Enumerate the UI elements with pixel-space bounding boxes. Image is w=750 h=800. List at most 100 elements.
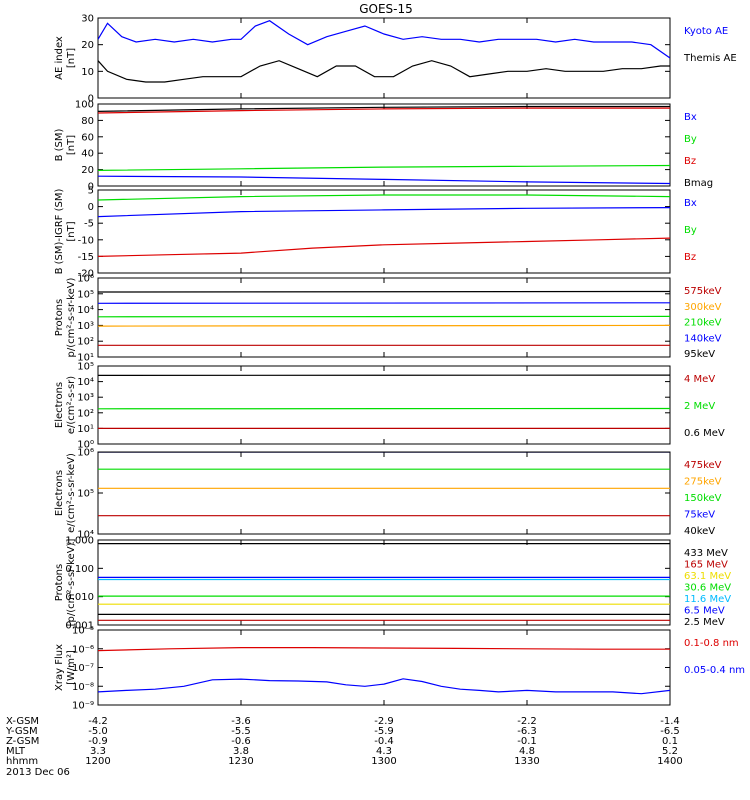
y-tick-label: 0.100 [65,564,94,575]
series-group [98,374,670,429]
legend-label: Bx [684,112,697,123]
legend-label: 11.6 MeV [684,594,731,605]
ephemeris-row-label: MLT [6,746,26,757]
ephemeris-value: 1330 [514,756,539,767]
y-tick-label: 10⁻⁵ [72,626,94,637]
date-label: 2013 Dec 06 [6,767,70,778]
ephemeris-value: 4.3 [376,746,392,757]
y-tick-label: 20 [81,40,94,51]
y-tick-label: 0.010 [65,592,94,603]
panel-1: 0 10 20 30 AE index [nT] Kyoto AE Themis AE [54,14,737,105]
ephemeris-value: -5.5 [231,726,251,737]
panel-7: 0.001 0.010 0.100 1.000 Protons [p/(cm²-s-sr-… [54,536,731,632]
y-axis-unit: e/(cm²-s-sr) [66,376,77,434]
series-line-Bx [98,175,670,185]
legend-label: 300keV [684,302,722,313]
series-group [98,194,670,257]
ephemeris-row-label: Z-GSM [6,736,39,747]
series-line-Kyoto-AE [98,20,670,59]
panel-8: 10⁻⁹ 10⁻⁸ 10⁻⁷ 10⁻⁶ 10⁻⁵ Xray Flux [W/m²] 0.1-0… [54,626,745,712]
y-tick-label: 0 [88,202,94,213]
y-tick-label: 10⁶ [77,448,94,459]
legend-label: 6.5 MeV [684,606,725,617]
ephemeris-value: 0.1 [662,736,678,747]
ephemeris-value: -5.0 [88,726,108,737]
y-tick-label: 10⁻⁹ [72,701,94,712]
ephemeris-value: -0.6 [231,736,251,747]
ephemeris-value: -6.3 [517,726,537,737]
y-tick-label: 10⁴ [77,530,94,541]
y-tick-label: 10⁶ [77,274,94,285]
y-tick-label: -5 [84,219,94,230]
legend-label: 95keV [684,349,715,360]
y-tick-label: 60 [81,132,94,143]
ephemeris-value: 1400 [657,756,682,767]
y-tick-label: 10¹ [77,424,94,435]
y-axis-unit: [nT] [66,221,77,241]
y-axis-label: Protons [54,564,65,601]
ephemeris-value: 4.8 [519,746,535,757]
y-axis-unit: [W/m²] [66,650,77,685]
series-group [98,290,670,346]
series-line-0-05-0-4-nm [98,678,670,695]
legend-label: 575keV [684,286,722,297]
legend-label: 0.6 MeV [684,428,725,439]
y-tick-label: 10² [77,337,94,348]
series-line-0-1-0-8-nm [98,646,670,652]
legend-label: 165 MeV [684,560,728,571]
legend-label: Bmag [684,178,713,189]
y-tick-label: 30 [81,14,94,25]
y-axis-unit: e/(cm²-s-sr-keV) [66,453,77,533]
series-line-Themis-AE [98,60,670,83]
y-axis-label: Xray Flux [54,644,65,691]
y-tick-label: 10⁵ [77,362,94,373]
panel-frame [97,629,671,706]
y-axis-label: Electrons [54,470,65,516]
y-tick-label: 10³ [77,393,94,404]
y-axis-label: Protons [54,299,65,336]
y-axis-unit: [p/(cm²-s-sr-keV)] [66,539,77,627]
series-line-Bz [98,107,670,114]
series-group [98,452,670,517]
y-tick-label: 100 [75,100,94,111]
y-tick-label: 1.000 [65,536,94,547]
legend-label: 75keV [684,510,715,521]
y-tick-label: -20 [78,269,94,280]
y-tick-label: 10³ [77,321,94,332]
y-tick-label: 10⁰ [77,440,94,451]
ephemeris-value: -0.1 [517,736,537,747]
series-line-Bz [98,237,670,257]
y-tick-label: 10⁴ [77,377,94,388]
legend-label: 433 MeV [684,548,728,559]
panel-frame [97,539,671,626]
y-tick-label: 40 [81,149,94,160]
series-line-Bmag [98,105,670,112]
ephemeris-value: -6.5 [660,726,680,737]
ephemeris-value: -5.9 [374,726,394,737]
legend-label: Kyoto AE [684,26,728,37]
legend-label: 275keV [684,477,722,488]
y-axis-unit: [nT] [66,135,77,155]
legend-label: 63.1 MeV [684,571,731,582]
ephemeris-row-label: hhmm [6,756,38,767]
panel-6: 10⁴ 10⁵ 10⁶ Electrons e/(cm²-s-sr-keV) 475keV… [54,448,722,541]
panel-4: 10¹ 10² 10³ 10⁴ 10⁵ 10⁶ Protons p/(cm²-s-sr-keV… [54,274,722,364]
series-line-By [98,194,670,201]
ephemeris-row-label: X-GSM [6,716,39,727]
panel-3: -20 -15 -10 -5 0 5 B (SM)-IGRF (SM) [nT] Bx By Bz [54,186,697,280]
figure-title: GOES-15 [359,2,413,16]
y-tick-label: 10⁵ [77,289,94,300]
ephemeris-value: 5.2 [662,746,678,757]
legend-label: By [684,134,697,145]
legend-label: Bz [684,252,696,263]
panel-frame [97,451,671,535]
y-tick-label: 0 [88,182,94,193]
series-line-140keV [98,302,670,304]
y-tick-label: 10⁴ [77,305,94,316]
y-tick-label: 10² [77,408,94,419]
y-tick-label: 10⁵ [77,489,94,500]
ephemeris-x-axis: X-GSM -4.2 -3.6 -2.9 -2.2 -1.4 Y-GSM -5.0 -5.5 -5… [5,716,683,767]
ephemeris-value: -4.2 [88,716,108,727]
legend-label: 2 MeV [684,401,715,412]
